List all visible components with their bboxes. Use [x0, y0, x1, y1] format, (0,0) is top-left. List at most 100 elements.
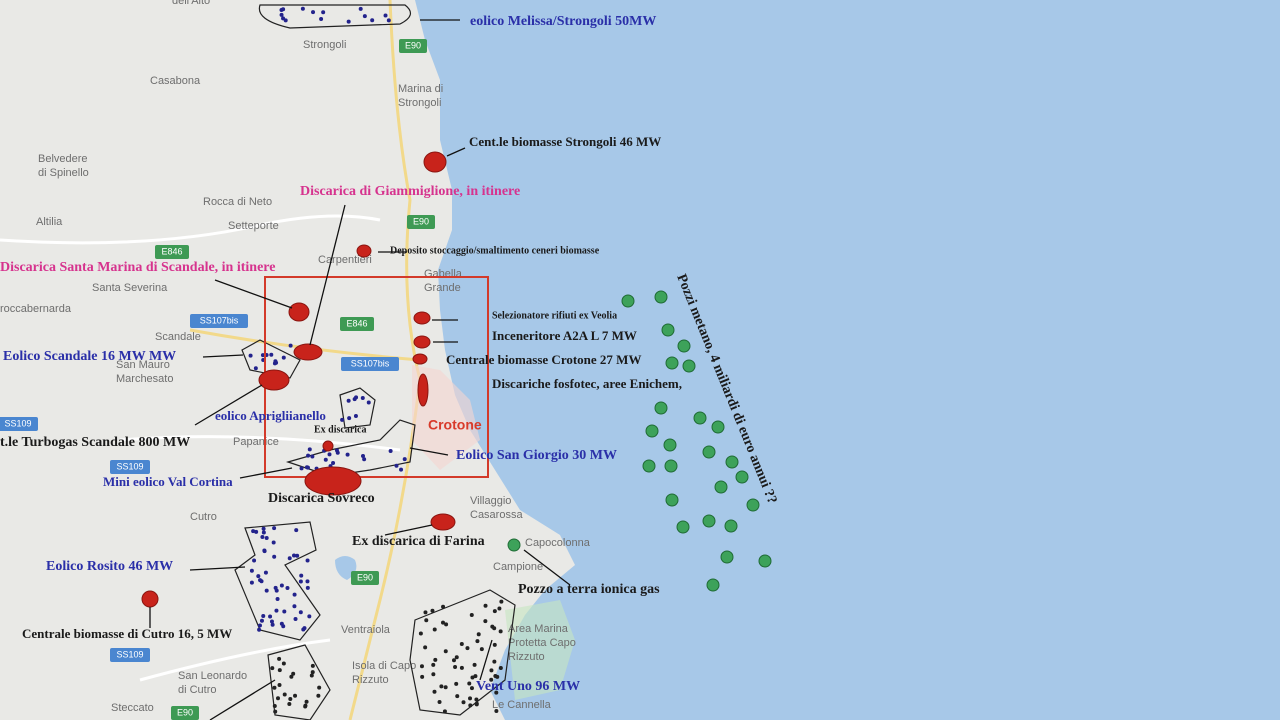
turbine: [459, 641, 464, 646]
place-label: Protetta Capo: [508, 637, 576, 649]
road-label: SS107bis: [351, 358, 390, 368]
turbine: [302, 626, 307, 631]
turbine: [305, 558, 310, 563]
turbine: [383, 13, 388, 18]
place-label: Rizzuto: [508, 651, 545, 663]
turbine: [439, 684, 444, 689]
gas-well: [693, 411, 707, 425]
gas-well: [507, 538, 521, 552]
annotation: Discarica di Giammiglione, in itinere: [300, 184, 520, 199]
red-marker: [304, 466, 362, 496]
road-badge: [155, 245, 189, 259]
red-marker: [417, 373, 429, 407]
turbine: [345, 452, 350, 457]
turbine: [279, 621, 284, 626]
turbine: [430, 608, 435, 613]
turbine: [494, 708, 499, 713]
road-label: SS109: [4, 418, 31, 428]
turbine: [274, 588, 279, 593]
turbine: [455, 694, 460, 699]
turbine: [479, 647, 484, 652]
place-label: di Cutro: [178, 684, 217, 696]
farm-outline: [339, 387, 376, 429]
turbine: [483, 603, 488, 608]
turbine: [300, 6, 305, 11]
gas-well: [711, 420, 725, 434]
place-label: di Spinello: [38, 167, 89, 179]
gas-well: [621, 294, 635, 308]
gas-well: [725, 455, 739, 469]
turbine: [271, 540, 276, 545]
annotation: Deposito stoccaggio/smaltimento ceneri b…: [390, 245, 600, 256]
turbine: [437, 699, 442, 704]
turbine: [418, 631, 423, 636]
turbine: [358, 6, 363, 11]
annotation: Ex discarica: [314, 424, 367, 435]
turbine: [354, 395, 359, 400]
gas-well: [654, 290, 668, 304]
arrow: [409, 447, 449, 456]
gas-well: [645, 424, 659, 438]
annotation: Discarica Sovreco: [268, 491, 375, 506]
annotation: Eolico Rosito 46 MW: [46, 559, 173, 574]
turbine: [268, 614, 273, 619]
annotation: Eolico Scandale 16 MW MW: [3, 349, 176, 364]
turbine: [254, 529, 259, 534]
turbine: [287, 556, 292, 561]
annotation: Cent.le biomasse Strongoli 46 MW: [469, 134, 661, 149]
turbine: [402, 457, 407, 462]
place-label: Santa Severina: [92, 282, 168, 294]
turbine: [248, 353, 253, 358]
annotation: Pozzo a terra ionica gas: [518, 582, 660, 597]
turbine: [277, 682, 282, 687]
place-label: Villaggio: [470, 495, 511, 507]
marine-area: [505, 600, 575, 700]
turbine: [298, 610, 303, 615]
place-label: Steccato: [111, 702, 154, 714]
turbine: [282, 609, 287, 614]
turbine: [492, 642, 497, 647]
turbine: [497, 606, 502, 611]
turbine: [444, 622, 449, 627]
turbine: [366, 400, 371, 405]
place-label: Capocolonna: [525, 537, 591, 549]
place-label: Isola di Capo: [352, 660, 416, 672]
turbine: [253, 366, 258, 371]
turbine: [309, 673, 314, 678]
turbine: [441, 604, 446, 609]
place-label: Grande: [424, 282, 461, 294]
road-label: E90: [405, 40, 421, 50]
turbine: [262, 549, 267, 554]
turbine: [443, 649, 448, 654]
turbine: [346, 398, 351, 403]
turbine: [273, 359, 278, 364]
annotation: Centrale biomasse di Cutro 16, 5 MW: [22, 626, 232, 641]
turbine: [261, 614, 266, 619]
road-labels: E90 E90 E846 E846 SS107bis SS107bis SS109 SS109…: [0, 39, 435, 720]
turbine: [288, 697, 293, 702]
turbine: [360, 396, 365, 401]
turbine: [257, 627, 262, 632]
turbine: [321, 10, 326, 15]
annotation: eolico Melissa/Strongoli 50MW: [470, 14, 656, 29]
arrow: [239, 467, 293, 479]
gas-well: [758, 554, 772, 568]
turbine: [492, 626, 497, 631]
road: [0, 214, 381, 245]
place-label: Cutro: [190, 511, 217, 523]
turbine: [470, 675, 475, 680]
arrow: [189, 566, 246, 571]
turbine: [489, 668, 494, 673]
annotation: Eolico San Giorgio 30 MW: [456, 448, 617, 463]
place-label: Ventraiola: [341, 624, 391, 636]
place-label: Gabella: [424, 268, 463, 280]
turbine: [394, 463, 399, 468]
red-marker: [293, 343, 323, 361]
arrow: [194, 384, 263, 426]
turbine: [492, 609, 497, 614]
turbine: [260, 353, 265, 358]
turbine: [472, 662, 477, 667]
turbine: [264, 536, 269, 541]
road-label: SS107bis: [200, 315, 239, 325]
turbine: [274, 608, 279, 613]
